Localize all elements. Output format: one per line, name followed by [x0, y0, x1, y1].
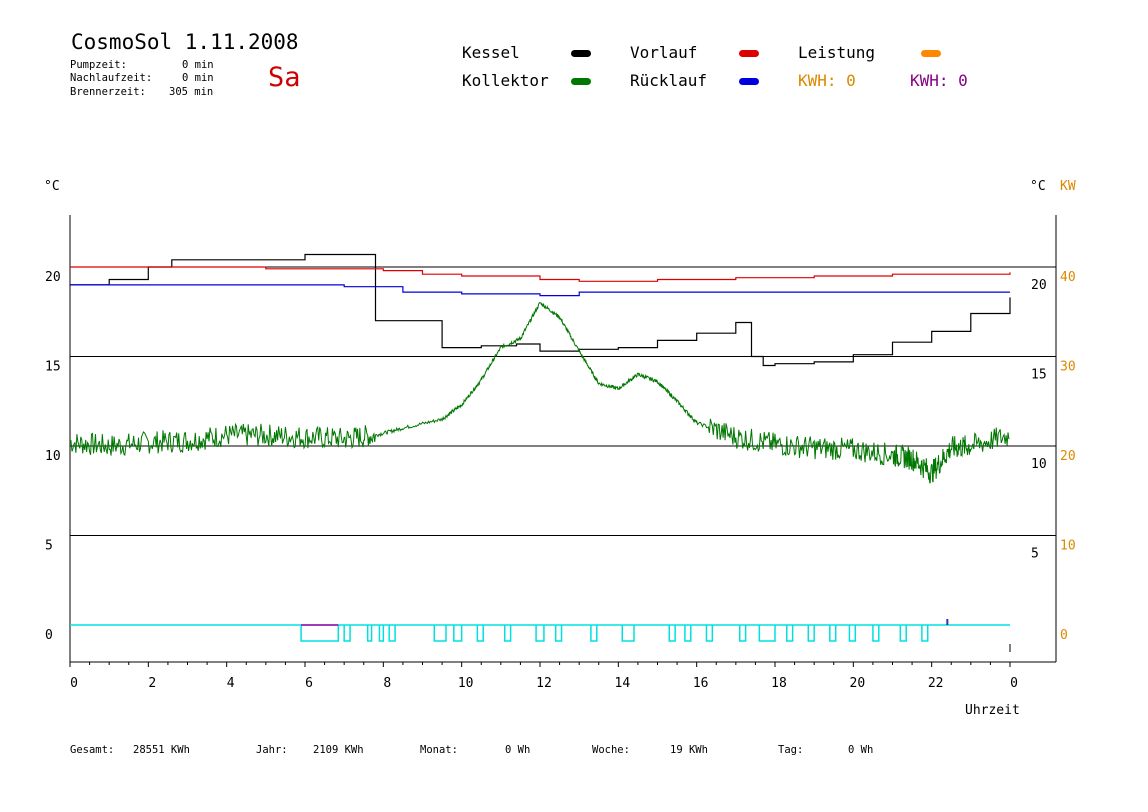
kwh-purple-label: KWH: 0 [910, 71, 968, 90]
pump-pulse-5 [433, 625, 447, 642]
stat-value-brennerzeit: 305 min [169, 86, 214, 98]
stat-label-nachlaufzeit: Nachlaufzeit: [70, 72, 153, 84]
pump-pulse-4 [388, 625, 396, 642]
footer-gesamt-value: 28551 KWh [133, 744, 190, 756]
pump-pulse-17 [758, 625, 776, 642]
pump-pulse-6 [453, 625, 463, 642]
footer-woche-label: Woche: [592, 744, 630, 756]
y-right-tick-label: 20 [1031, 278, 1047, 293]
y-kw-axis-title: KW [1060, 179, 1076, 194]
series-line-kollektor [69, 301, 1010, 484]
stat-value-nachlaufzeit: 0 min [182, 72, 214, 84]
stat-label-brennerzeit: Brennerzeit: [70, 86, 146, 98]
footer-tag-value: 0 Wh [848, 744, 874, 756]
y-left-tick-label: 15 [45, 360, 61, 375]
kwh-leistung-label: KWH: 0 [798, 71, 856, 90]
series-line-ruecklauf [70, 284, 1010, 297]
legend-label-leistung: Leistung [798, 43, 876, 62]
pump-pulse-3 [378, 625, 385, 642]
legend-swatch-kessel [571, 50, 591, 57]
pump-pulse-8 [504, 625, 512, 642]
x-tick-label: 18 [771, 676, 787, 691]
pump-pulse-15 [705, 625, 714, 642]
chart-tick-labels: 0 2 4 6 8 10 12 14 16 18 20 22 0 Uhrzeit 0 5 10 15 20 5 10 15… [44, 179, 1076, 718]
footer-jahr-value: 2109 KWh [313, 744, 364, 756]
y-kw-tick-label: 30 [1060, 360, 1076, 375]
pump-pulse-16 [739, 625, 747, 642]
x-tick-label: 20 [850, 676, 866, 691]
pump-pulse-18 [786, 625, 794, 642]
series-line-vorlauf [70, 266, 1011, 282]
pump-activity-trace [70, 619, 1010, 642]
x-tick-label: 0 [1010, 676, 1018, 691]
x-tick-label: 16 [693, 676, 709, 691]
footer-jahr-label: Jahr: [256, 744, 288, 756]
pump-pulse-11 [590, 625, 598, 642]
chart-axes [69, 215, 1057, 667]
y-kw-tick-label: 0 [1060, 628, 1068, 643]
y-right-axis-title: °C [1030, 179, 1046, 194]
x-tick-label: 12 [536, 676, 552, 691]
y-kw-tick-label: 20 [1060, 449, 1076, 464]
stat-value-pumpzeit: 0 min [182, 59, 214, 71]
chart-series [69, 253, 1011, 484]
y-right-tick-label: 15 [1031, 368, 1047, 383]
pump-pulse-20 [829, 625, 837, 642]
legend-swatch-ruecklauf [739, 78, 759, 85]
legend-label-ruecklauf: Rücklauf [630, 71, 708, 90]
x-tick-label: 8 [383, 676, 391, 691]
x-tick-label: 0 [70, 676, 78, 691]
stat-label-pumpzeit: Pumpzeit: [70, 59, 127, 71]
footer-monat-label: Monat: [420, 744, 458, 756]
x-tick-label: 14 [615, 676, 631, 691]
pump-pulse-9 [535, 625, 545, 642]
pump-pulse-14 [684, 625, 692, 642]
legend-swatch-vorlauf [739, 50, 759, 57]
footer-woche-value: 19 KWh [670, 744, 708, 756]
y-left-tick-label: 5 [45, 539, 53, 554]
pump-pulse-24 [921, 625, 929, 642]
legend-swatch-kollektor [571, 78, 591, 85]
chart-grid [70, 266, 1056, 536]
x-tick-label: 2 [148, 676, 156, 691]
legend-label-vorlauf: Vorlauf [630, 43, 698, 62]
x-tick-label: 4 [227, 676, 235, 691]
pump-pulse-13 [668, 625, 676, 642]
y-kw-tick-label: 10 [1060, 539, 1076, 554]
footer-gesamt-label: Gesamt: [70, 744, 115, 756]
pump-pulse-0 [300, 625, 340, 642]
pump-pulse-22 [872, 625, 880, 642]
y-left-axis-title: °C [44, 179, 60, 194]
y-left-tick-label: 10 [45, 449, 61, 464]
pump-pulse-2 [366, 625, 373, 642]
x-tick-label: 10 [458, 676, 474, 691]
y-right-tick-label: 5 [1031, 547, 1039, 562]
pump-pulse-19 [807, 625, 815, 642]
weekday-label: Sa [268, 62, 301, 93]
legend-swatch-leistung [921, 50, 941, 57]
y-right-tick-label: 10 [1031, 457, 1047, 472]
pump-pulse-7 [476, 625, 484, 642]
pump-pulse-12 [621, 625, 635, 642]
y-left-tick-label: 0 [45, 628, 53, 643]
x-tick-label: 6 [305, 676, 313, 691]
series-line-kessel [70, 253, 1011, 367]
legend-label-kessel: Kessel [462, 43, 520, 62]
pump-pulse-21 [848, 625, 857, 642]
pump-pulse-1 [343, 625, 351, 642]
pump-pulse-10 [554, 625, 563, 642]
y-kw-tick-label: 40 [1060, 270, 1076, 285]
footer-monat-value: 0 Wh [505, 744, 531, 756]
x-tick-label: 22 [928, 676, 944, 691]
pump-pulse-23 [899, 625, 907, 642]
y-left-tick-label: 20 [45, 270, 61, 285]
x-axis-title: Uhrzeit [965, 703, 1020, 718]
legend-label-kollektor: Kollektor [462, 71, 549, 90]
footer-tag-label: Tag: [778, 744, 804, 756]
app-title: CosmoSol 1.11.2008 [71, 30, 299, 54]
